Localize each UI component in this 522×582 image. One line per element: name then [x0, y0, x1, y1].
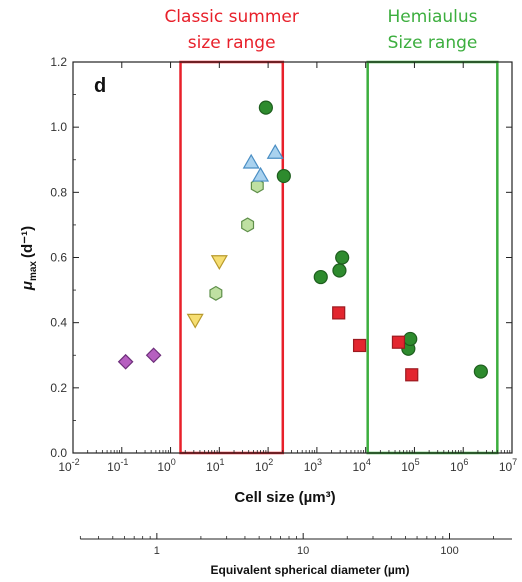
- x-tick-exponent: 7: [512, 457, 517, 467]
- data-point-triangle-up: [242, 153, 260, 169]
- secondary-axis: 1 10 100: [79, 533, 512, 557]
- y-tick-label: 1.2: [50, 55, 67, 69]
- y-tick-label: 0.4: [50, 316, 67, 330]
- size-range-box-1: [179, 60, 285, 455]
- data-point-triangle-up: [252, 166, 270, 182]
- range-labels: Classic summer size range Hemiaulus Size ra…: [164, 7, 477, 53]
- x-tick-base: 10: [58, 460, 72, 474]
- panel-label: d: [94, 75, 106, 97]
- x-tick-exponent: 2: [268, 457, 273, 467]
- x-tick-base: 10: [450, 460, 464, 474]
- data-point-circle: [258, 100, 273, 115]
- y-axis-title-main: μ: [19, 281, 36, 291]
- data-point-triangle-up: [266, 144, 284, 159]
- data-point-hexagon: [209, 285, 223, 301]
- data-points: [117, 100, 488, 382]
- x-tick-exponent: 0: [171, 457, 176, 467]
- y-tick-label: 0.0: [50, 446, 67, 460]
- x-tick-label: 105: [401, 457, 419, 474]
- y-tick-label: 0.2: [50, 381, 67, 395]
- secondary-axis-title: Equivalent spherical diameter (µm): [211, 563, 410, 577]
- secondary-tick-label: 10: [297, 545, 309, 557]
- x-tick-base: 10: [107, 460, 121, 474]
- data-point-circle: [313, 269, 328, 285]
- plot-border: [72, 61, 513, 454]
- size-range-label-2-line-1: Hemiaulus: [387, 7, 477, 27]
- data-point-hexagon: [250, 178, 264, 194]
- size-range-label-1-line-1: Classic summer: [164, 7, 298, 27]
- y-axis-ticks: 0.0 0.2 0.4 0.6 0.8 1.0 1.2: [50, 55, 512, 460]
- data-point-circle: [403, 331, 418, 347]
- x-tick-exponent: 6: [463, 457, 468, 467]
- x-tick-base: 10: [157, 460, 171, 474]
- x-tick-label: 102: [255, 457, 273, 474]
- x-tick-label: 103: [304, 457, 322, 474]
- data-point-circle: [332, 263, 347, 278]
- y-axis-title-unit: (d⁻¹): [19, 226, 36, 258]
- x-tick-base: 10: [255, 460, 269, 474]
- x-axis-title: Cell size (µm³): [234, 489, 335, 506]
- data-point-diamond: [117, 353, 134, 370]
- x-tick-exponent: -1: [120, 457, 128, 467]
- x-tick-label: 10-2: [58, 457, 79, 474]
- x-tick-label: 10-1: [107, 457, 128, 474]
- x-tick-label: 106: [450, 457, 468, 474]
- size-range-label-1-line-2: size range: [188, 33, 276, 53]
- data-point-square: [405, 368, 419, 382]
- data-point-triangle-down: [186, 313, 204, 329]
- size-range-label-2-line-2: Size range: [388, 33, 478, 53]
- data-point-triangle-down: [210, 255, 228, 270]
- data-point-diamond: [145, 347, 162, 364]
- x-tick-exponent: 4: [366, 457, 371, 467]
- x-tick-label: 101: [206, 457, 224, 474]
- secondary-tick-label: 100: [440, 545, 458, 557]
- data-point-hexagon: [241, 217, 255, 233]
- x-tick-label: 104: [352, 457, 370, 474]
- x-tick-base: 10: [352, 460, 366, 474]
- x-tick-label: 107: [499, 457, 517, 474]
- x-tick-exponent: 3: [317, 457, 322, 467]
- x-tick-exponent: -2: [72, 457, 80, 467]
- y-tick-label: 0.6: [50, 251, 67, 265]
- x-tick-exponent: 5: [415, 457, 420, 467]
- x-tick-base: 10: [206, 460, 220, 474]
- size-range-box-2: [366, 60, 499, 455]
- y-axis-title-sub: max: [28, 261, 39, 281]
- secondary-tick-label: 1: [154, 545, 160, 557]
- data-point-square: [352, 338, 367, 353]
- plot-frame: [72, 61, 513, 454]
- data-point-circle: [335, 250, 350, 265]
- x-axis-ticks: 10-2 10-1 100 101 102 103 104 105 106 107: [58, 62, 517, 474]
- data-point-square: [391, 335, 406, 349]
- data-point-circle: [473, 364, 488, 379]
- y-tick-label: 0.8: [50, 185, 67, 199]
- data-point-square: [332, 306, 346, 320]
- x-tick-exponent: 1: [220, 457, 225, 467]
- x-tick-base: 10: [304, 460, 318, 474]
- x-tick-label: 100: [157, 457, 175, 474]
- x-tick-base: 10: [499, 460, 513, 474]
- y-tick-label: 1.0: [50, 120, 67, 134]
- y-axis-title: μmax (d⁻¹): [19, 226, 39, 291]
- data-point-circle: [276, 168, 291, 184]
- x-tick-base: 10: [401, 460, 415, 474]
